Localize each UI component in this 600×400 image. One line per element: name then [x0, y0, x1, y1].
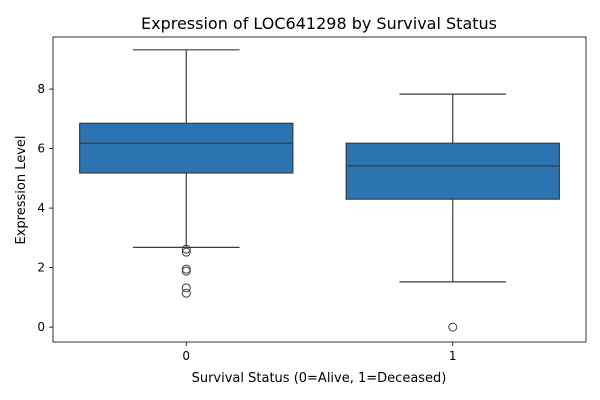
- y-tick-label: 6: [37, 142, 45, 156]
- plot-area: [79, 49, 560, 332]
- outlier-point: [181, 264, 191, 274]
- outlier-point: [181, 244, 191, 254]
- y-tick-label: 4: [37, 201, 45, 215]
- iqr-box: [345, 142, 560, 200]
- y-axis-label: Expression Level: [14, 135, 29, 244]
- outlier-point: [181, 288, 191, 298]
- plot-frame: [52, 36, 587, 343]
- outlier-point: [181, 266, 191, 276]
- outlier-point: [448, 322, 458, 332]
- y-tick-label: 8: [37, 82, 45, 96]
- outlier-point: [181, 283, 191, 293]
- iqr-box: [79, 122, 294, 174]
- outlier-point: [181, 247, 191, 257]
- y-tick-label: 0: [37, 320, 45, 334]
- x-axis-label: Survival Status (0=Alive, 1=Deceased): [192, 371, 447, 386]
- box-group-1: [345, 93, 560, 332]
- x-tick-label: 0: [182, 349, 190, 363]
- y-tick-label: 2: [37, 261, 45, 275]
- x-tick-label: 1: [449, 349, 457, 363]
- chart-title: Expression of LOC641298 by Survival Stat…: [141, 14, 497, 33]
- y-axis: 0 2 4 6 8: [37, 82, 53, 334]
- box-group-0: [79, 49, 294, 298]
